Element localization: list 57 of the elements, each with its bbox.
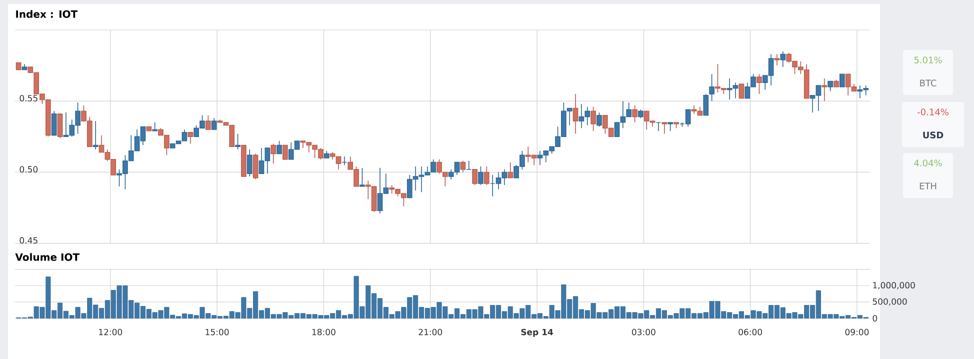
candlestick [828,80,833,92]
text: 5.01% [914,56,942,64]
candlestick [572,94,578,134]
candlestick [840,74,845,88]
x-tick-label: 12:00 [99,328,122,336]
y-tick-label: 0.55 [20,94,38,102]
x-tick-label: Sep 14 [521,328,553,337]
candlestick [756,74,762,94]
y-tick-label: 500,000 [872,298,907,306]
candlestick [235,133,240,150]
candlestick [270,143,276,164]
candlestick [478,166,484,186]
candlestick [360,168,365,187]
candlestick [460,160,466,173]
candlestick [57,114,63,138]
candlestick [342,156,348,166]
candlestick [662,122,668,134]
candlestick [822,78,828,102]
candlestick [508,162,514,178]
candlestick [276,140,282,154]
candlestick [738,84,744,99]
candlestick [774,54,780,66]
chart-title: Index : IOT [16,10,78,18]
candlestick [92,120,98,150]
candlestick [188,132,194,144]
y-tick-label: 1,000,000 [873,282,915,290]
candlestick [632,104,638,123]
text: 4.04% [914,160,942,166]
chart-title: Volume IOT [15,253,80,261]
candlestick [282,144,288,160]
candlestick [206,114,211,130]
candlestick [472,168,478,186]
candlestick [703,94,709,116]
text: BTC [920,80,936,86]
candlestick [252,153,258,180]
candlestick [246,149,252,177]
candlestick [656,122,662,132]
y-tick-label: 0.45 [20,237,38,244]
x-tick-label: 21:00 [418,328,442,336]
text: ETH [920,182,936,190]
x-tick-label: 15:00 [206,328,229,336]
y-tick-label: 0 [872,315,878,322]
x-tick-label: 06:00 [738,328,762,336]
x-tick-label: 09:00 [845,328,869,336]
text: USD [923,132,944,138]
candlestick [590,106,596,132]
candlestick [596,112,602,128]
x-tick-label: 03:00 [632,328,656,336]
y-tick-label: 0.50 [20,166,38,173]
candlestick [51,110,57,136]
candlestick [709,74,714,102]
candlestick [466,160,472,170]
candlestick [484,166,490,186]
text: -0.14% [918,108,948,116]
x-tick-label: 18:00 [312,328,336,336]
candlestick [780,50,786,68]
candlestick [211,118,217,130]
